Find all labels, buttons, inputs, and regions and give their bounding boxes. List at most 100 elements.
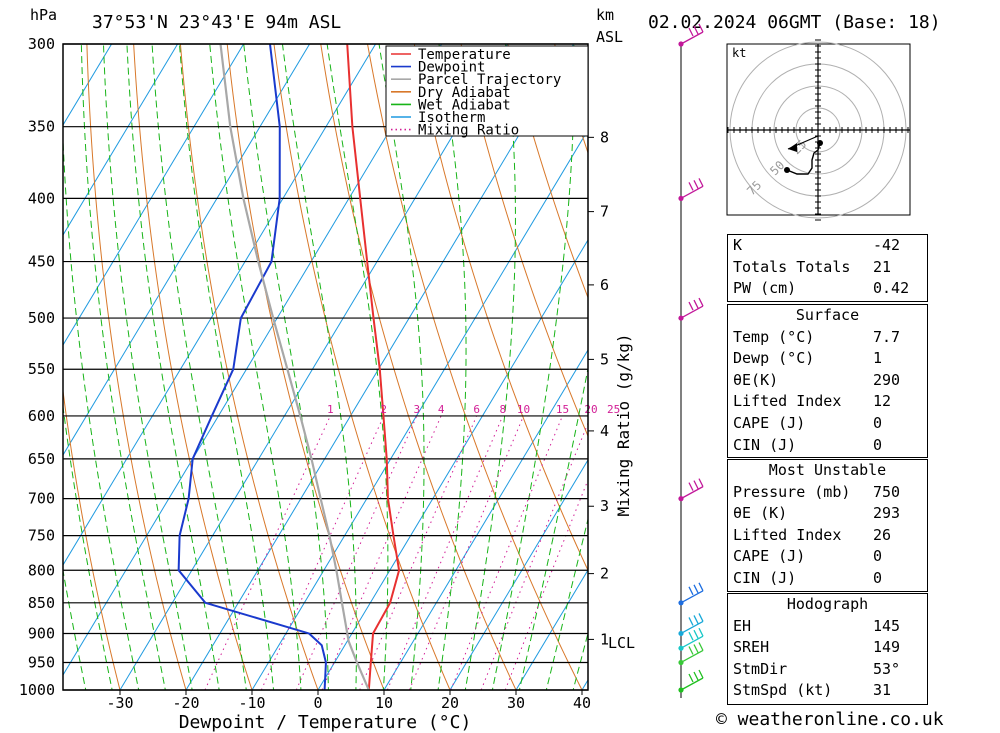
dry-adiabat-line	[460, 44, 588, 438]
hodo-value: 145	[873, 616, 901, 635]
km-tick-label: 1	[600, 630, 609, 648]
isotherm-line	[63, 44, 245, 346]
mixing-ratio-axis-label: Mixing Ratio (g/kg)	[614, 333, 633, 516]
copyright-footer: © weatheronline.co.uk	[716, 709, 944, 730]
mixing-ratio-line	[386, 415, 504, 690]
legend-entry: Dewpoint	[418, 60, 485, 76]
pressure-tick-label: 350	[28, 118, 55, 136]
pressure-tick-label: 850	[28, 594, 55, 612]
index-label: K	[733, 236, 743, 254]
pressure-tick-label: 900	[28, 624, 55, 642]
mixing-ratio-label: 2	[380, 403, 387, 416]
index-label: Totals Totals	[733, 257, 851, 276]
index-value: 21	[873, 257, 892, 276]
mu-value: 750	[873, 482, 901, 501]
wet-adiabat-line	[464, 44, 516, 690]
surface-row: Lifted Index 12	[728, 391, 927, 413]
hodo-row: StmDir 53°	[728, 659, 927, 681]
wet-adiabat-line	[102, 44, 193, 690]
wind-barb	[680, 478, 704, 500]
mixing-ratio-label: 15	[556, 403, 569, 416]
isotherm-line	[515, 569, 588, 690]
index-row-totals: Totals Totals 21	[728, 257, 927, 279]
hodo-row: SREH 149	[728, 637, 927, 659]
surface-label: Temp (°C)	[733, 327, 815, 346]
pressure-tick-label: 950	[28, 653, 55, 671]
wind-barb	[680, 669, 704, 691]
wet-adiabat-line	[243, 44, 329, 690]
wet-adiabat-line	[178, 44, 275, 690]
background-lines	[63, 44, 588, 690]
mu-label: θE (K)	[733, 504, 788, 523]
wet-adiabat-line	[491, 44, 575, 690]
surface-value: 290	[873, 370, 901, 389]
mixing-ratio-label: 6	[473, 403, 480, 416]
legend-entry: Temperature	[418, 47, 511, 63]
mu-row: θE (K) 293	[728, 503, 927, 525]
legend-entry: Isotherm	[418, 110, 485, 126]
hodo-value: 149	[873, 638, 901, 657]
hodo-value: 31	[873, 681, 892, 700]
wet-adiabat-line	[518, 365, 588, 690]
plot-frame	[62, 43, 589, 691]
pressure-tick-label: 650	[28, 450, 55, 468]
isotherm-line	[317, 239, 588, 690]
surface-table: Surface Temp (°C) 7.7 Dewp (°C) 1 θE(K) 290…	[727, 304, 928, 458]
km-tick-label: 3	[600, 497, 609, 515]
hodograph-unit: kt	[732, 46, 746, 60]
wind-barb	[680, 23, 704, 45]
km-tick-label: 6	[600, 276, 609, 294]
surface-value: 7.7	[873, 327, 901, 346]
x-axis-label: Dewpoint / Temperature (°C)	[179, 712, 472, 733]
pressure-tick-label: 550	[28, 360, 55, 378]
legend-entry: Dry Adiabat	[418, 85, 511, 101]
surface-label: Dewp (°C)	[733, 349, 815, 368]
mixing-ratio-label: 8	[499, 403, 506, 416]
wind-profile	[678, 23, 704, 698]
wet-adiabat-line	[63, 129, 140, 690]
surface-title: Surface	[795, 306, 860, 324]
surface-value: 0	[873, 413, 883, 432]
surface-label: Lifted Index	[733, 392, 842, 411]
surface-label: θE(K)	[733, 370, 779, 389]
mixing-ratio-label: 25	[607, 403, 620, 416]
mu-label: CAPE (J)	[733, 547, 806, 566]
index-label: PW (cm)	[733, 279, 797, 298]
km-tick-label: 7	[600, 203, 609, 221]
pressure-tick-label: 300	[28, 35, 55, 53]
hodograph-table: Hodograph EH 145 SREH 149 StmDir 53° StmSpd…	[727, 593, 928, 705]
surface-value: 0	[873, 435, 883, 454]
dry-adiabat-line	[507, 44, 588, 300]
pressure-tick-label: 700	[28, 490, 55, 508]
pressure-tick-label: 450	[28, 253, 55, 271]
mu-row: CAPE (J) 0	[728, 546, 927, 568]
surface-row: Dewp (°C) 1	[728, 348, 927, 370]
index-row-k: K -42	[728, 235, 927, 257]
isotherm-line	[449, 459, 588, 690]
pressure-tick-label: 600	[28, 407, 55, 425]
wind-barb	[680, 297, 704, 319]
index-row-pw: PW (cm) 0.42	[728, 278, 927, 300]
surface-row: Temp (°C) 7.7	[728, 327, 927, 349]
temperature-tick-label: -10	[238, 694, 265, 712]
hodo-value: 53°	[873, 659, 901, 678]
wet-adiabat-line	[151, 44, 247, 690]
mixing-ratio-labels: 1 2 3 4 6 8 10 15 20 25	[327, 403, 620, 416]
hodo-label: EH	[733, 616, 752, 635]
dry-adiabat-line	[273, 44, 451, 690]
hodo-row: EH 145	[728, 616, 927, 638]
wet-adiabat-line	[80, 44, 166, 690]
mu-value: 293	[873, 504, 901, 523]
wet-adiabat-line	[281, 44, 357, 690]
mu-value: 0	[873, 547, 883, 566]
legend-box	[385, 45, 589, 137]
mixing-ratio-label: 1	[327, 403, 334, 416]
wind-barb	[680, 582, 704, 604]
pressure-tick-label: 800	[28, 561, 55, 579]
hodograph-trace	[786, 142, 821, 175]
wet-adiabat-line	[326, 44, 389, 690]
dry-adiabat-line	[320, 44, 517, 690]
